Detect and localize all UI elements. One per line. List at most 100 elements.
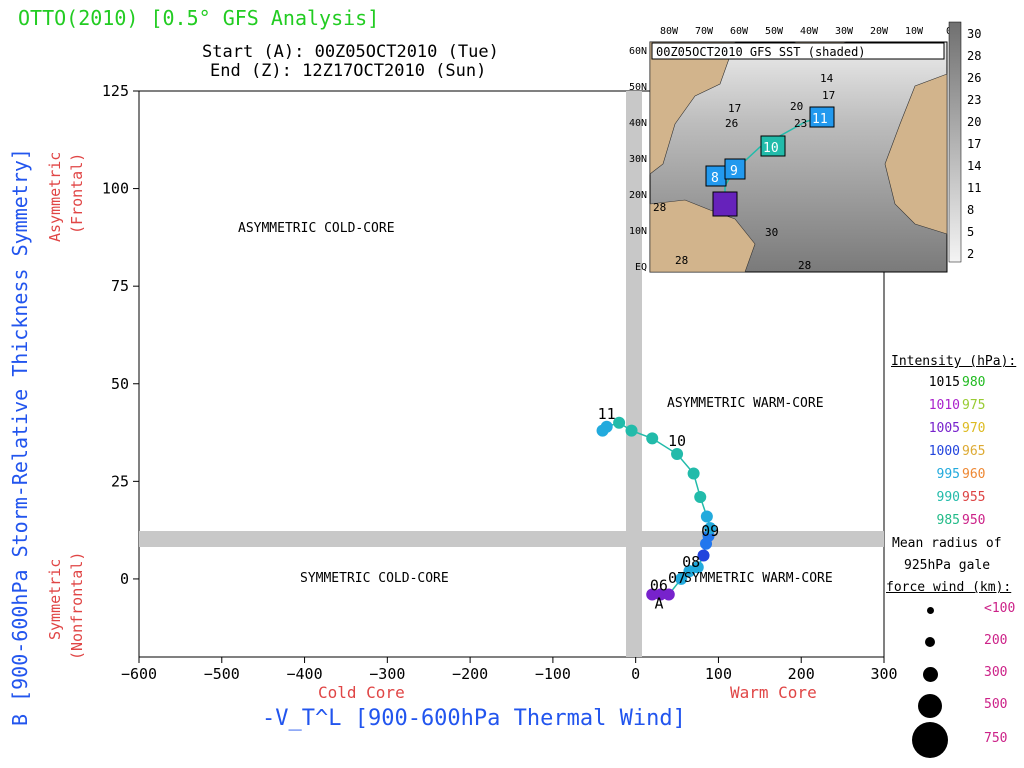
x-tick-label: −300 xyxy=(369,665,405,683)
horizontal-zero-band xyxy=(139,531,884,547)
x-tick-label: −600 xyxy=(121,665,157,683)
sst-label: 28 xyxy=(653,201,666,214)
track-point xyxy=(700,510,713,523)
x-tick-label: −200 xyxy=(452,665,488,683)
radius-title-1: Mean radius of xyxy=(892,536,1002,551)
intensity-value-right: 980 xyxy=(962,375,986,390)
track-day-label: 09 xyxy=(701,522,719,540)
x-tick-label: −400 xyxy=(286,665,322,683)
intensity-value-left: 1015 xyxy=(928,375,960,390)
radius-dot xyxy=(918,694,942,718)
y-tick-label: 50 xyxy=(111,375,129,393)
radius-title-3: force wind (km): xyxy=(886,580,1012,595)
x-tick-label: −100 xyxy=(535,665,571,683)
inset-box-10 xyxy=(760,135,786,157)
radius-label: <100 xyxy=(984,601,1016,616)
africa-europe-land xyxy=(884,73,948,235)
track-point xyxy=(613,416,626,429)
x-axis-ticks: −600 −500 −400 −300 −200 −100 0 100 200 300 xyxy=(121,657,898,683)
sst-inset-map: 8 9 10 11 14 17 20 23 26 17 28 30 28 28 … xyxy=(629,21,981,273)
region-asymmetric-cold-core: ASYMMETRIC COLD-CORE xyxy=(238,221,395,236)
intensity-value-right: 975 xyxy=(962,398,986,413)
inset-lat-label: 60N xyxy=(629,46,647,57)
inset-box-9 xyxy=(724,158,746,180)
radius-label: 200 xyxy=(984,633,1008,648)
intensity-value-right: 970 xyxy=(962,421,986,436)
inset-title-box xyxy=(651,42,945,60)
intensity-value-left: 995 xyxy=(936,467,960,482)
track-day-label: 07 xyxy=(668,569,686,587)
intensity-legend-row: 990 955 xyxy=(900,490,1024,510)
intensity-legend-row: 985 950 xyxy=(900,513,1024,533)
radius-legend: <100 200 300 500 750 xyxy=(900,600,1024,760)
track-point xyxy=(662,588,675,601)
intensity-legend-row: 1005 970 xyxy=(900,421,1024,441)
inset-lon-label: 80W xyxy=(660,26,679,37)
intensity-value-left: 1010 xyxy=(928,398,960,413)
inset-lon-label: 70W xyxy=(695,26,714,37)
track-day-label: 11 xyxy=(598,405,616,423)
intensity-legend-row: 995 960 xyxy=(900,467,1024,487)
track-point xyxy=(687,467,700,480)
radius-label: 750 xyxy=(984,731,1008,746)
inset-box-11 xyxy=(809,106,835,128)
x-tick-label: 0 xyxy=(631,665,640,683)
inset-lon-label: 30W xyxy=(835,26,854,37)
radius-label: 500 xyxy=(984,697,1008,712)
colorbar-label: 8 xyxy=(967,203,974,217)
end-time: End (Z): 12Z17OCT2010 (Sun) xyxy=(210,61,487,81)
colorbar-label: 30 xyxy=(967,27,981,41)
region-asymmetric-warm-core: ASYMMETRIC WARM-CORE xyxy=(667,396,824,411)
track-day-label: 06 xyxy=(650,577,668,595)
track-day-label: 08 xyxy=(682,553,700,571)
inset-track-line xyxy=(724,116,821,204)
y-tick-label: 100 xyxy=(102,180,129,198)
inset-title: 00Z05OCT2010 GFS SST (shaded) xyxy=(656,45,866,59)
sst-label: 30 xyxy=(765,226,778,239)
sst-label: 17 xyxy=(728,102,741,115)
colorbar-label: 20 xyxy=(967,115,981,129)
inset-lon-label: 20W xyxy=(870,26,889,37)
x-tick-label: 200 xyxy=(788,665,815,683)
track-point xyxy=(625,424,638,437)
intensity-legend-title: Intensity (hPa): xyxy=(891,354,1017,369)
colorbar-label: 17 xyxy=(967,137,981,151)
inset-lon-label: 50W xyxy=(765,26,784,37)
track-point xyxy=(691,561,704,574)
track-point xyxy=(694,490,707,503)
intensity-value-right: 960 xyxy=(962,467,986,482)
intensity-value-left: 1000 xyxy=(928,444,960,459)
inset-lon-label: 10W xyxy=(905,26,924,37)
inset-label-10: 10 xyxy=(763,141,779,156)
colorbar-label: 28 xyxy=(967,49,981,63)
intensity-legend-row: 1015 980 xyxy=(900,375,1024,395)
colorbar-label: 23 xyxy=(967,93,981,107)
sst-label: 23 xyxy=(794,117,807,130)
track-start-marker: A xyxy=(655,595,664,613)
intensity-legend-row: 1000 965 xyxy=(900,444,1024,464)
x-tick-label: −500 xyxy=(204,665,240,683)
radius-dot xyxy=(925,637,935,647)
colorbar-label: 5 xyxy=(967,225,974,239)
radius-title-2: 925hPa gale xyxy=(904,558,991,573)
sst-label: 17 xyxy=(822,89,835,102)
intensity-value-right: 955 xyxy=(962,490,986,505)
y-axis-ticks: 0 25 50 75 100 125 xyxy=(102,82,139,588)
x-tick-label: 300 xyxy=(870,665,897,683)
inset-label-8: 8 xyxy=(711,171,719,186)
y-tick-label: 0 xyxy=(120,570,129,588)
inset-lat-label: 30N xyxy=(629,154,647,165)
start-time: Start (A): 00Z05OCT2010 (Tue) xyxy=(202,42,499,62)
inset-lat-label: 50N xyxy=(629,82,647,93)
radius-dot xyxy=(912,722,948,758)
x-left-note: Cold Core xyxy=(318,683,405,702)
radius-label: 300 xyxy=(984,665,1008,680)
region-symmetric-cold-core: SYMMETRIC COLD-CORE xyxy=(300,571,449,586)
x-tick-label: 100 xyxy=(705,665,732,683)
intensity-value-right: 950 xyxy=(962,513,986,528)
track-point xyxy=(675,572,688,585)
inset-label-9: 9 xyxy=(730,164,738,179)
chart-title: OTTO(2010) [0.5° GFS Analysis] xyxy=(18,6,380,30)
inset-lat-label: EQ xyxy=(635,262,647,273)
